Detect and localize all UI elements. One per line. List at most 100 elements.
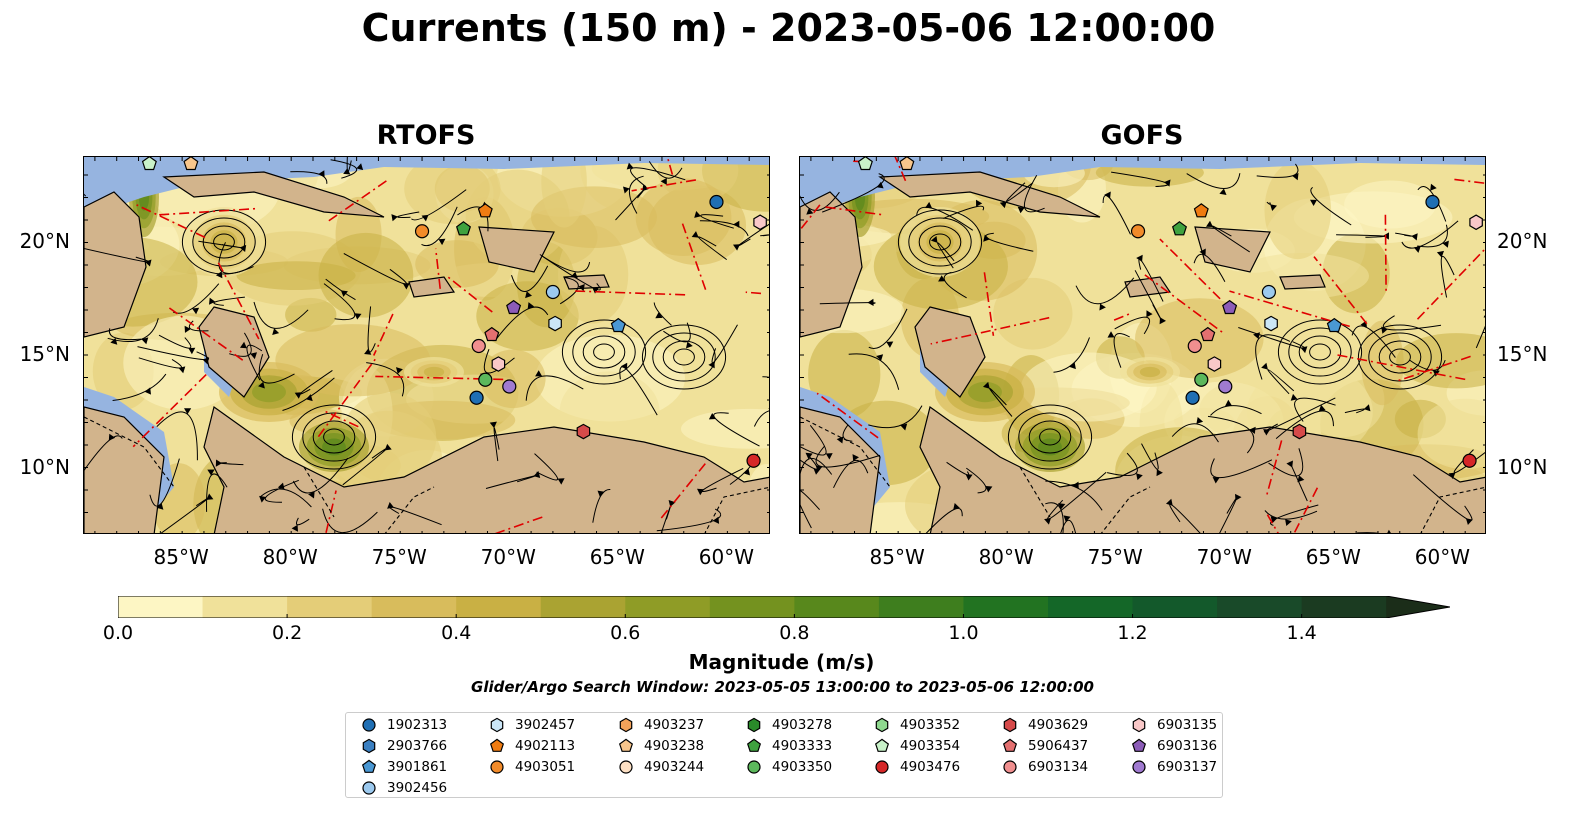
float-marker-4903238[interactable] (183, 157, 199, 171)
circle-marker-icon (1003, 760, 1017, 774)
float-marker-6903135[interactable] (1207, 356, 1222, 372)
legend-label: 4903629 (1028, 717, 1089, 733)
float-marker-4902113[interactable] (477, 203, 493, 218)
float-marker-1902313[interactable] (469, 390, 484, 405)
float-marker-6903136[interactable] (1222, 299, 1238, 315)
legend-marker[interactable] (619, 760, 633, 774)
map-rtofs[interactable] (83, 156, 770, 534)
legend-marker[interactable] (362, 718, 376, 732)
float-marker-3902457[interactable] (548, 315, 562, 332)
legend-marker[interactable] (1132, 717, 1146, 733)
legend-marker[interactable] (747, 717, 761, 733)
legend-marker[interactable] (747, 760, 761, 774)
colorbar-segment (118, 596, 204, 618)
pentagon-marker-icon (1131, 738, 1147, 752)
legend-marker[interactable] (361, 759, 377, 773)
legend-marker[interactable] (490, 760, 504, 774)
float-marker-4903354[interactable] (857, 157, 873, 171)
x-tick-label: 65°W (1305, 545, 1361, 569)
circle-marker-icon (362, 781, 376, 795)
legend-item-1902313: 1902313 (361, 715, 447, 735)
legend-marker[interactable] (875, 717, 889, 733)
legend-marker[interactable] (874, 738, 890, 752)
colorbar-tick-label: 0.0 (102, 622, 134, 644)
legend-marker[interactable] (362, 781, 376, 795)
float-marker-4903476[interactable] (746, 453, 761, 468)
legend-item-4903244: 4903244 (618, 757, 704, 777)
float-marker-4903051[interactable] (414, 224, 430, 239)
float-marker-1902313[interactable] (1185, 390, 1200, 405)
colorbar-segment (287, 596, 373, 618)
float-marker-4903350[interactable] (478, 372, 493, 387)
float-marker-6903135[interactable] (491, 356, 506, 372)
legend-marker[interactable] (746, 738, 762, 752)
legend: 1902313 2903766 3901861 3902456 3902457 49021… (345, 712, 1223, 798)
legend-marker[interactable] (362, 738, 376, 754)
legend-marker[interactable] (489, 738, 505, 752)
search-window-subtitle: Glider/Argo Search Window: 2023-05-05 13… (471, 678, 1094, 696)
float-marker-6903134[interactable] (1187, 338, 1202, 354)
legend-item-6903135: 6903135 (1131, 715, 1217, 735)
legend-item-5906437: 5906437 (1002, 736, 1088, 756)
float-marker-6903137[interactable] (502, 379, 517, 394)
colorbar-segment (963, 596, 1049, 618)
colorbar-tick-label: 0.6 (610, 622, 641, 644)
float-marker-4903238[interactable] (899, 157, 915, 171)
legend-label: 1902313 (387, 717, 448, 733)
float-marker-5906437[interactable] (1200, 326, 1216, 342)
legend-marker[interactable] (490, 717, 504, 733)
legend-item-3902457: 3902457 (489, 715, 575, 735)
float-marker-1902313[interactable] (1425, 194, 1440, 210)
float-marker-4903350[interactable] (1194, 372, 1209, 387)
float-marker-3902456[interactable] (545, 284, 561, 300)
float-marker-6903135[interactable] (1469, 214, 1483, 231)
float-marker-6903136[interactable] (506, 299, 522, 315)
colorbar-segment (456, 596, 542, 618)
legend-label: 6903134 (1028, 759, 1089, 775)
pentagon-marker-icon (746, 738, 762, 752)
hexagon-marker-icon (1003, 717, 1017, 733)
map-gofs[interactable] (799, 156, 1486, 534)
float-marker-6903135[interactable] (753, 214, 767, 231)
legend-marker[interactable] (1003, 717, 1017, 733)
legend-label: 2903766 (387, 738, 448, 754)
float-marker-4903333[interactable] (455, 221, 472, 236)
float-marker-3902456[interactable] (1261, 284, 1277, 300)
colorbar-segment (202, 596, 288, 618)
pentagon-marker-icon (618, 738, 634, 752)
float-marker-4903476[interactable] (1462, 453, 1477, 468)
legend-marker[interactable] (618, 738, 634, 752)
legend-label: 4903476 (900, 759, 961, 775)
y-tick-label-right: 15°N (1497, 342, 1548, 366)
colorbar-tick-label: 0.2 (271, 622, 303, 644)
x-tick-label: 60°W (698, 545, 754, 569)
legend-marker[interactable] (1002, 738, 1018, 752)
figure-title: Currents (150 m) - 2023-05-06 12:00:00 (361, 6, 1216, 50)
legend-marker[interactable] (619, 717, 633, 733)
legend-marker[interactable] (1003, 760, 1017, 774)
float-marker-6903137[interactable] (1218, 379, 1233, 394)
float-marker-4903354[interactable] (141, 157, 157, 171)
float-marker-4903333[interactable] (1171, 221, 1188, 236)
float-marker-3901861[interactable] (1326, 317, 1342, 333)
float-marker-6903134[interactable] (471, 338, 486, 354)
legend-label: 4903354 (900, 738, 961, 754)
float-marker-3901861[interactable] (610, 317, 626, 333)
legend-label: 4903278 (772, 717, 833, 733)
float-marker-4902113[interactable] (1193, 203, 1209, 218)
colorbar-segment (625, 596, 711, 618)
legend-marker[interactable] (1132, 760, 1146, 774)
float-marker-4903051[interactable] (1130, 224, 1146, 239)
float-marker-1902313[interactable] (709, 194, 724, 210)
legend-marker[interactable] (875, 760, 889, 774)
legend-marker[interactable] (1131, 738, 1147, 752)
float-marker-3902457[interactable] (1264, 315, 1278, 332)
x-tick-label: 75°W (371, 545, 427, 569)
float-marker-5906437[interactable] (484, 326, 500, 342)
legend-label: 4903352 (900, 717, 961, 733)
float-marker-4903629[interactable] (1292, 423, 1307, 440)
colorbar-tick-label: 1.2 (1117, 622, 1148, 644)
legend-item-4903354: 4903354 (874, 736, 960, 756)
pentagon-marker-icon (1002, 738, 1018, 752)
float-marker-4903629[interactable] (576, 423, 591, 440)
